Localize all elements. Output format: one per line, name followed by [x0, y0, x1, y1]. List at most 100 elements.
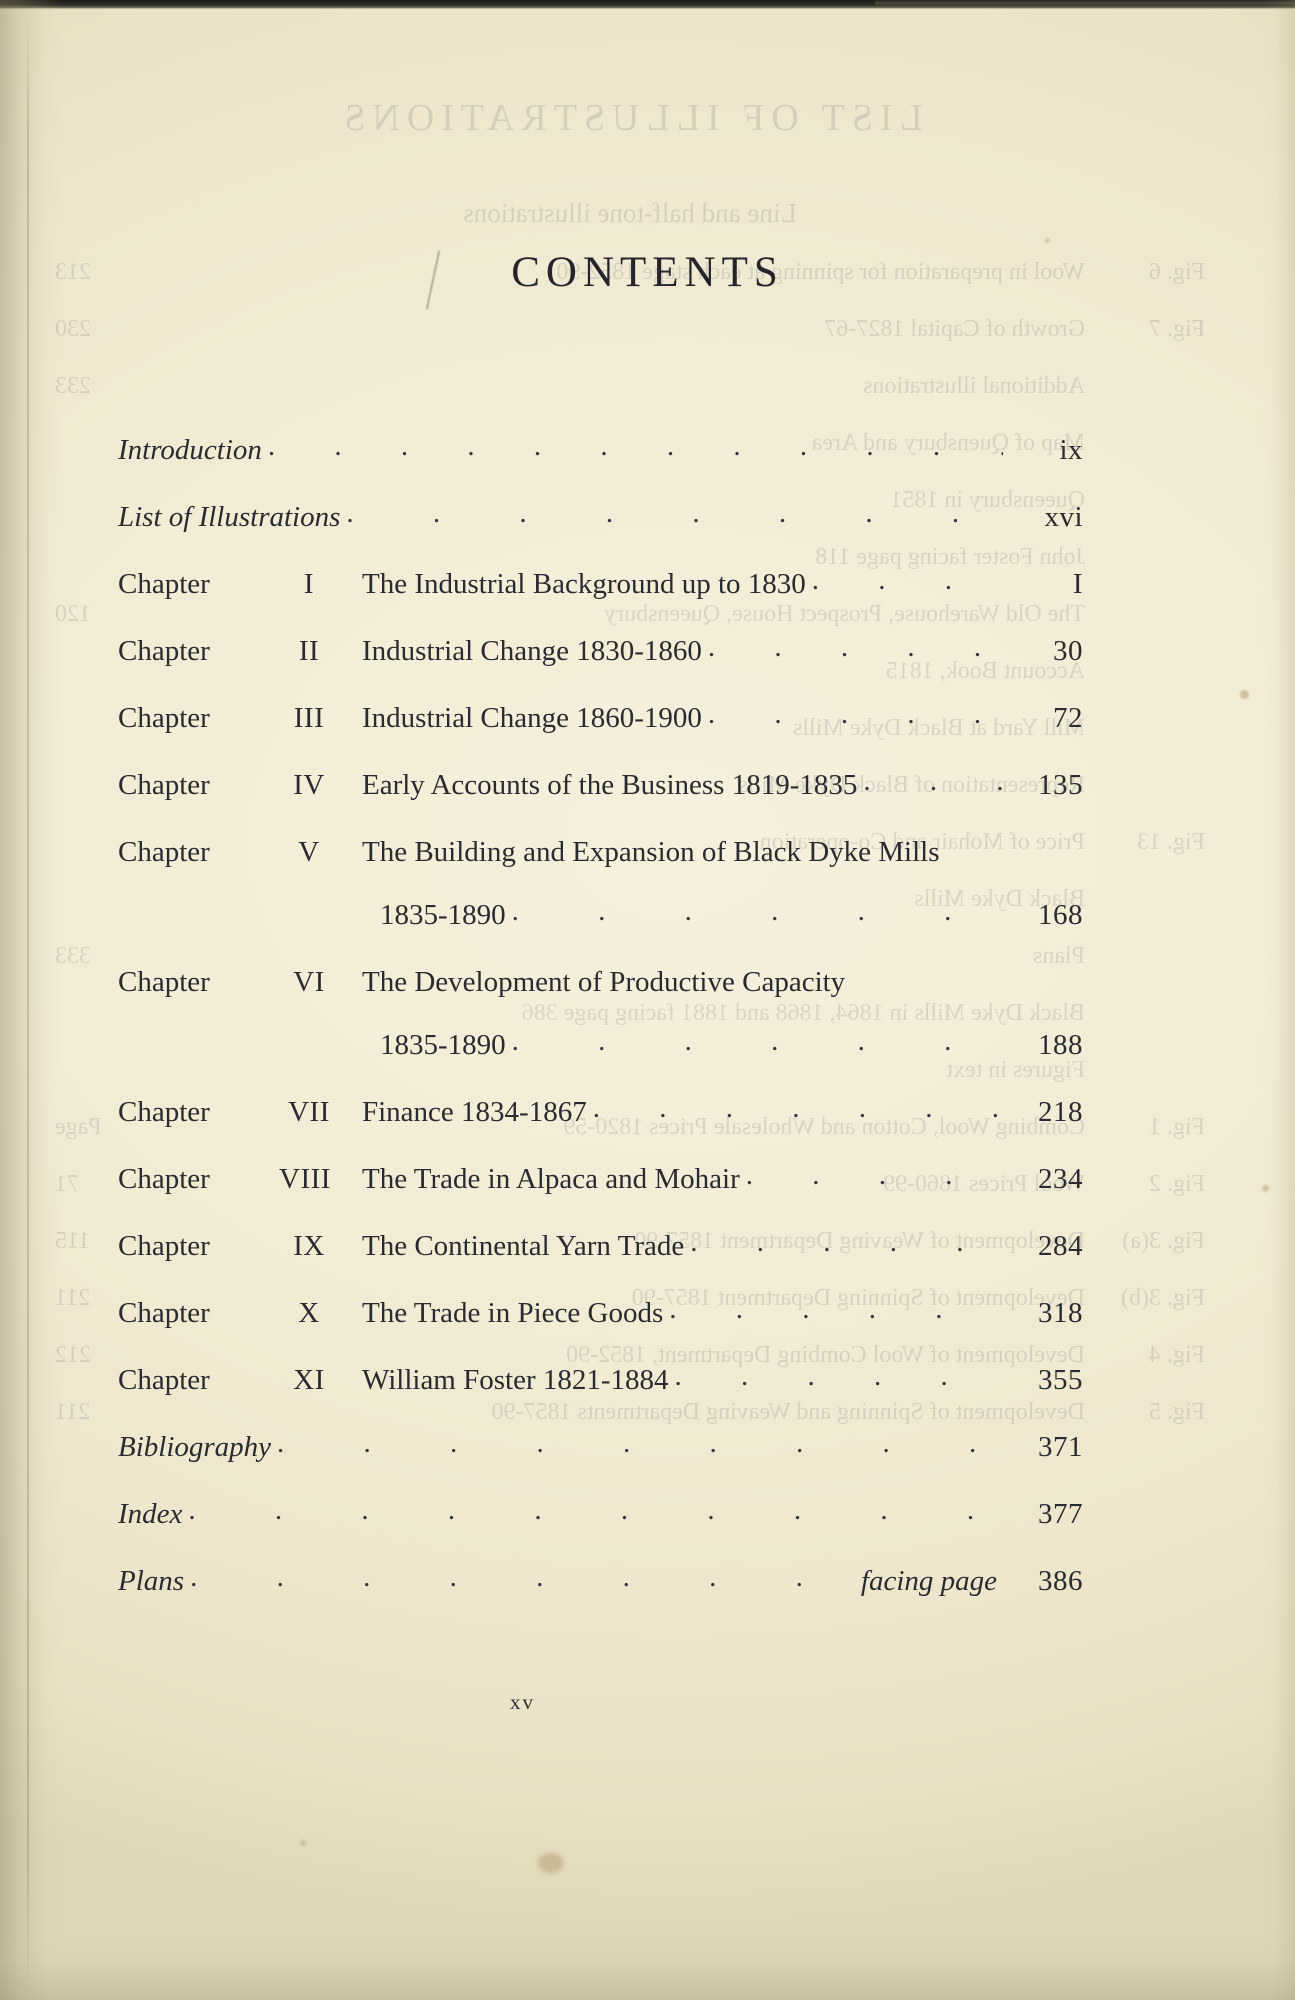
dot-leader	[746, 1159, 1003, 1188]
toc-page-number: 377	[1038, 1498, 1083, 1530]
show-through-page-number: 230	[55, 316, 91, 342]
page-title: CONTENTS	[511, 249, 784, 296]
show-through-page-number: 233	[55, 373, 91, 399]
chapter-word: Chapter	[118, 769, 210, 801]
toc-row-chapter-continuation[interactable]: 1835-1890 188	[118, 1025, 1083, 1062]
show-through-entry: Fig. 7 Growth of Capital 1827-67 230	[55, 316, 1205, 343]
chapter-title-second-line: 1835-1890	[380, 899, 506, 931]
show-through-figure-number: Fig. 4	[1148, 1342, 1205, 1368]
dot-leader	[669, 1293, 1003, 1322]
toc-row-chapter[interactable]: Chapter VI The Development of Productive C…	[118, 962, 1083, 999]
show-through-figure-number: Fig. 5	[1148, 1399, 1205, 1425]
toc-page-number: 30	[1053, 635, 1083, 667]
toc-chapter-list: Chapter I The Industrial Background up to …	[118, 564, 1083, 1397]
paper-speck	[1240, 690, 1249, 699]
chapter-word: Chapter	[118, 1297, 210, 1329]
toc-page-number: 218	[1038, 1096, 1083, 1128]
show-through-figure-number	[1085, 715, 1205, 742]
chapter-title-second-line: 1835-1890	[380, 1029, 506, 1061]
toc-page-number: ix	[1059, 434, 1083, 466]
toc-page-number: I	[1072, 568, 1083, 600]
paper-speck	[1045, 238, 1050, 243]
toc-row-list-of-illustrations[interactable]: List of Illustrations xvi	[118, 497, 1083, 534]
chapter-numeral: I	[303, 568, 315, 600]
toc-page-qualifier: facing page	[860, 1565, 997, 1597]
dot-leader	[190, 1561, 855, 1590]
table-of-contents: Introduction ix List of Illustrations xv…	[118, 430, 1083, 1628]
toc-page-number: xvi	[1044, 501, 1083, 533]
chapter-word: Chapter	[118, 966, 210, 998]
chapter-word: Chapter	[118, 702, 210, 734]
dot-leader	[708, 698, 1003, 727]
toc-row-chapter[interactable]: Chapter II Industrial Change 1830-1860 30	[118, 631, 1083, 668]
toc-row-chapter-continuation[interactable]: 1835-1890 168	[118, 895, 1083, 932]
chapter-word: Chapter	[118, 568, 210, 600]
toc-label: Introduction	[118, 434, 262, 466]
chapter-title: Early Accounts of the Business 1819-1835	[362, 769, 858, 801]
show-through-figure-number	[1085, 373, 1205, 400]
paper-stain	[538, 1853, 564, 1873]
chapter-word: Chapter	[118, 635, 210, 667]
show-through-figure-number	[1085, 487, 1205, 514]
toc-row-chapter[interactable]: Chapter IV Early Accounts of the Business …	[118, 765, 1083, 802]
toc-row-chapter[interactable]: Chapter VII Finance 1834-1867 218	[118, 1092, 1083, 1129]
toc-row-chapter[interactable]: Chapter XI William Foster 1821-1884 355	[118, 1360, 1083, 1397]
show-through-figure-number	[1085, 430, 1205, 457]
dot-leader	[512, 895, 1003, 924]
chapter-numeral: X	[298, 1297, 320, 1329]
show-through-entry-title: Additional illustrations	[863, 373, 1085, 399]
toc-row-bibliography[interactable]: Bibliography 371	[118, 1427, 1083, 1464]
show-through-entry: Additional illustrations 233	[55, 373, 1205, 400]
dot-leader	[593, 1092, 1003, 1121]
chapter-title: The Continental Yarn Trade	[362, 1230, 685, 1262]
show-through-entry-title: Growth of Capital 1827-67	[824, 316, 1085, 342]
show-through-figure-number: Fig. 2	[1148, 1171, 1205, 1197]
chapter-numeral: III	[293, 702, 325, 734]
show-through-figure-number	[1085, 658, 1205, 685]
paper-speck	[300, 1840, 306, 1846]
chapter-title: Industrial Change 1860-1900	[362, 702, 702, 734]
toc-row-chapter[interactable]: Chapter I The Industrial Background up to …	[118, 564, 1083, 601]
toc-row-introduction[interactable]: Introduction ix	[118, 430, 1083, 467]
show-through-figure-number	[1085, 943, 1205, 970]
show-through-subheading: Line and half-tone illustrations	[463, 198, 797, 228]
dot-leader	[675, 1360, 1003, 1389]
chapter-word: Chapter	[118, 1230, 210, 1262]
chapter-word: Chapter	[118, 836, 210, 868]
toc-label: List of Illustrations	[118, 501, 341, 533]
toc-row-chapter[interactable]: Chapter III Industrial Change 1860-1900 72	[118, 698, 1083, 735]
toc-row-chapter[interactable]: Chapter VIII The Trade in Alpaca and Mohai…	[118, 1159, 1083, 1196]
toc-page-number: 72	[1053, 702, 1083, 734]
toc-label: Index	[118, 1498, 183, 1530]
show-through-figure-number: Fig. 3(a)	[1122, 1228, 1205, 1254]
show-through-figure-number	[1085, 772, 1205, 799]
chapter-numeral: V	[298, 836, 320, 868]
chapter-title: The Industrial Background up to 1830	[362, 568, 806, 600]
chapter-title: The Building and Expansion of Black Dyke…	[362, 836, 940, 868]
show-through-figure-number: Fig. 1	[1148, 1114, 1205, 1140]
toc-row-plans[interactable]: Plans facing page 386	[118, 1561, 1083, 1598]
show-through-figure-number	[1085, 1000, 1205, 1027]
chapter-numeral: XI	[293, 1364, 325, 1396]
toc-row-chapter[interactable]: Chapter X The Trade in Piece Goods 318	[118, 1293, 1083, 1330]
show-through-figure-number	[1085, 1057, 1205, 1084]
toc-row-chapter[interactable]: Chapter IX The Continental Yarn Trade 284	[118, 1226, 1083, 1263]
toc-row-index[interactable]: Index 377	[118, 1494, 1083, 1531]
chapter-numeral: II	[298, 635, 320, 667]
dot-leader	[708, 631, 1003, 660]
chapter-title: Industrial Change 1830-1860	[362, 635, 702, 667]
toc-page-number: 371	[1038, 1431, 1083, 1463]
toc-row-chapter[interactable]: Chapter V The Building and Expansion of Bl…	[118, 832, 1083, 869]
chapter-word: Chapter	[118, 1163, 210, 1195]
dot-leader	[346, 497, 1003, 526]
chapter-title: Finance 1834-1867	[362, 1096, 587, 1128]
toc-page-number: 284	[1038, 1230, 1083, 1262]
toc-page-number: 386	[1038, 1565, 1083, 1597]
page-gutter-shadow	[0, 0, 62, 2000]
show-through-heading: LIST OF ILLUSTRATIONS	[337, 97, 923, 139]
page-bottom-edge	[0, 1930, 1295, 2000]
dot-leader	[863, 765, 1003, 794]
toc-page-number: 135	[1038, 769, 1083, 801]
show-through-figure-number: Fig. 7	[1148, 316, 1205, 342]
toc-label: Bibliography	[118, 1431, 272, 1463]
